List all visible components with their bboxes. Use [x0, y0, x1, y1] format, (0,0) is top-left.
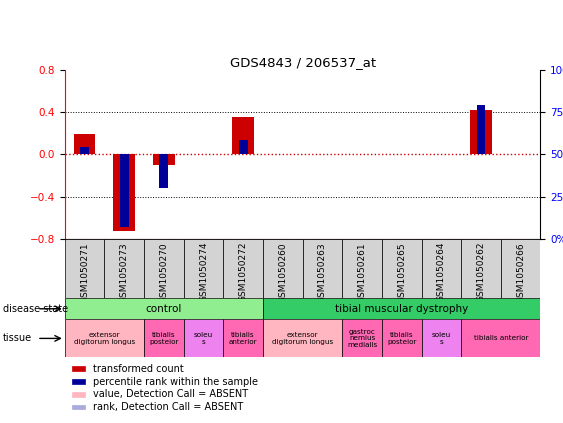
Bar	[422, 239, 461, 298]
Bar	[382, 239, 422, 298]
Text: tibialis anterior: tibialis anterior	[473, 335, 528, 341]
Bar	[65, 298, 263, 319]
Bar	[303, 239, 342, 298]
Bar	[263, 239, 303, 298]
Bar	[233, 118, 254, 154]
Text: value, Detection Call = ABSENT: value, Detection Call = ABSENT	[93, 390, 248, 399]
Text: tibialis
anterior: tibialis anterior	[229, 332, 257, 345]
Bar	[184, 239, 224, 298]
Bar	[65, 239, 104, 298]
Text: GSM1050265: GSM1050265	[397, 242, 406, 302]
Bar	[477, 105, 485, 154]
Text: tibialis
posteior: tibialis posteior	[149, 332, 178, 345]
Bar	[74, 135, 96, 154]
Bar	[104, 239, 144, 298]
Title: GDS4843 / 206537_at: GDS4843 / 206537_at	[230, 56, 376, 69]
Bar	[422, 319, 461, 357]
Text: percentile rank within the sample: percentile rank within the sample	[93, 377, 258, 387]
Text: tibialis
posteior: tibialis posteior	[387, 332, 417, 345]
Text: GSM1050266: GSM1050266	[516, 242, 525, 302]
Bar	[263, 319, 342, 357]
Text: tissue: tissue	[3, 333, 32, 343]
Text: GSM1050272: GSM1050272	[239, 242, 248, 302]
Bar	[184, 319, 224, 357]
Bar	[159, 154, 168, 188]
Bar	[342, 319, 382, 357]
Bar	[239, 140, 248, 154]
Text: GSM1050263: GSM1050263	[318, 242, 327, 302]
Text: disease state: disease state	[3, 304, 68, 314]
Bar	[382, 319, 422, 357]
Bar	[72, 405, 85, 409]
Text: GSM1050274: GSM1050274	[199, 242, 208, 302]
Bar	[80, 147, 89, 154]
Bar	[224, 319, 263, 357]
Bar	[153, 154, 175, 165]
Bar	[120, 154, 128, 228]
Text: GSM1050270: GSM1050270	[159, 242, 168, 302]
Bar	[72, 379, 85, 384]
Text: GSM1050271: GSM1050271	[80, 242, 89, 302]
Text: GSM1050262: GSM1050262	[476, 242, 485, 302]
Text: control: control	[146, 304, 182, 314]
Bar	[224, 239, 263, 298]
Text: tibial muscular dystrophy: tibial muscular dystrophy	[335, 304, 468, 314]
Bar	[72, 366, 85, 371]
Bar	[113, 154, 135, 231]
Text: extensor
digitorum longus: extensor digitorum longus	[272, 332, 333, 345]
Text: GSM1050261: GSM1050261	[358, 242, 367, 302]
Text: gastroc
nemius
medialis: gastroc nemius medialis	[347, 329, 377, 348]
Text: GSM1050264: GSM1050264	[437, 242, 446, 302]
Bar	[342, 239, 382, 298]
Bar	[470, 110, 492, 154]
Bar	[461, 319, 540, 357]
Text: transformed count: transformed count	[93, 364, 184, 374]
Bar	[144, 319, 184, 357]
Bar	[263, 298, 540, 319]
Text: GSM1050273: GSM1050273	[120, 242, 129, 302]
Text: GSM1050260: GSM1050260	[278, 242, 287, 302]
Bar	[501, 239, 540, 298]
Text: soleu
s: soleu s	[432, 332, 451, 345]
Bar	[461, 239, 501, 298]
Bar	[65, 319, 144, 357]
Bar	[72, 392, 85, 397]
Text: extensor
digitorum longus: extensor digitorum longus	[74, 332, 135, 345]
Text: rank, Detection Call = ABSENT: rank, Detection Call = ABSENT	[93, 402, 244, 412]
Bar	[144, 239, 184, 298]
Text: soleu
s: soleu s	[194, 332, 213, 345]
